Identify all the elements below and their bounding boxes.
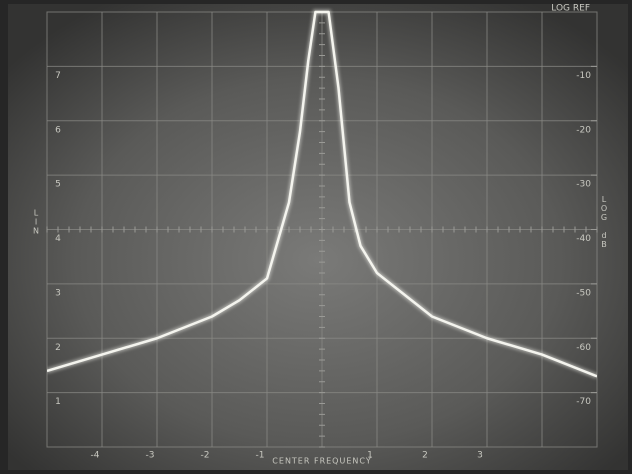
y2-tick-label: -40 (576, 234, 591, 244)
x-tick-label: -4 (91, 451, 100, 461)
y2-tick-label: -60 (576, 343, 591, 353)
reference-label: LOG REF (551, 4, 590, 14)
y-tick-label: 4 (55, 234, 61, 244)
y-tick-label: 6 (55, 125, 61, 135)
x-tick-label: -3 (146, 451, 155, 461)
x-tick-label: -2 (201, 451, 210, 461)
x-tick-label: 1 (367, 451, 373, 461)
y2-tick-label: -10 (576, 71, 591, 81)
y-tick-label: 3 (55, 288, 61, 298)
y2-tick-label: -20 (576, 125, 591, 135)
right-axis-label: LOG dB (600, 195, 609, 249)
x-tick-label: CENTER FREQUENCY (272, 457, 371, 466)
x-tick-label: 3 (477, 451, 483, 461)
trace (47, 10, 597, 378)
y-tick-label: 2 (55, 343, 61, 353)
y2-tick-label: -70 (576, 397, 591, 407)
left-axis-label: LIN (32, 209, 41, 236)
x-tick-label: 2 (422, 451, 428, 461)
x-tick-label: -1 (256, 451, 265, 461)
screen (8, 4, 628, 470)
y2-tick-label: -30 (576, 180, 591, 190)
y2-tick-label: -50 (576, 288, 591, 298)
y-tick-label: 7 (55, 71, 61, 81)
y-tick-label: 5 (55, 180, 61, 190)
y-tick-label: 1 (55, 397, 61, 407)
